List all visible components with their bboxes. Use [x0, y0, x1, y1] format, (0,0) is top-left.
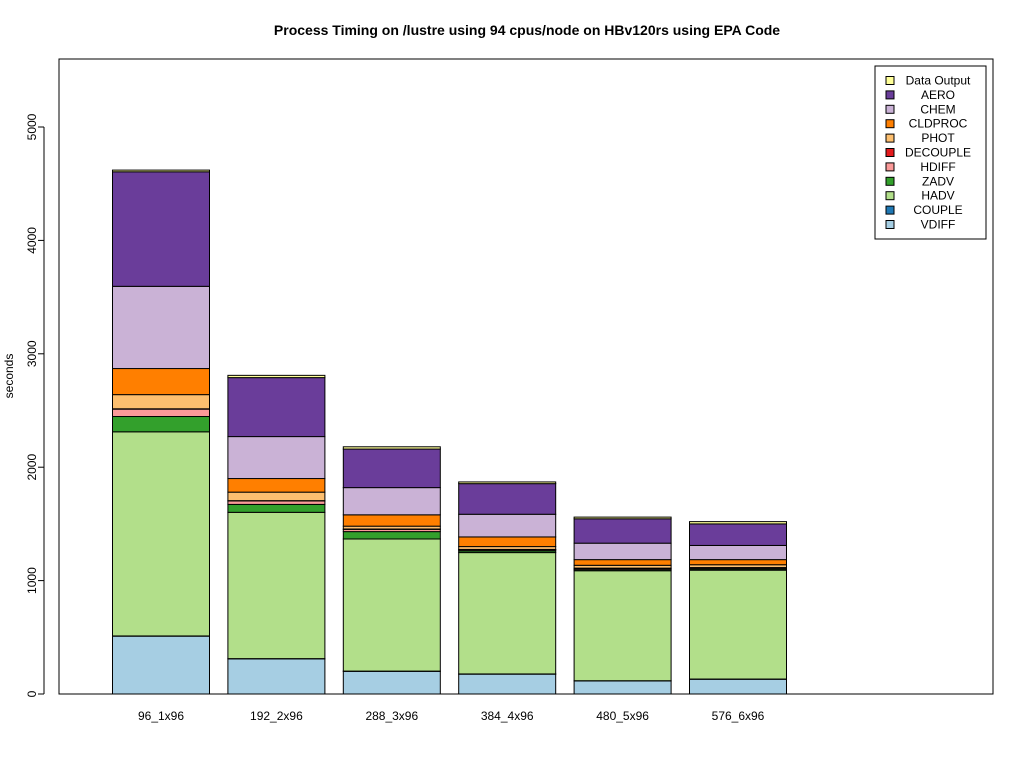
bar-segment [342, 670, 441, 695]
bar-segment [689, 559, 787, 566]
x-tick-label: 576_6x96 [712, 709, 765, 723]
bar-segment [112, 169, 210, 173]
bar-segment [227, 436, 326, 480]
bar-segment [573, 570, 672, 682]
legend-label: PHOT [921, 131, 955, 145]
x-axis-tick-labels: 96_1x96 192_2x96 288_3x96 384_4x96 480_5x96 5… [138, 709, 765, 723]
legend-label: Data Output [906, 74, 971, 88]
x-tick-label: 96_1x96 [138, 709, 184, 723]
bar-segment [112, 285, 210, 370]
bar-segment [573, 542, 672, 561]
bar-segment [112, 408, 210, 418]
y-axis: 0 1000 2000 3000 4000 5000 [25, 113, 45, 697]
bar-segment [689, 678, 787, 695]
bar-segment [112, 368, 210, 396]
bar-segment [227, 503, 326, 513]
y-tick-label: 5000 [25, 113, 39, 140]
bar-segment [458, 552, 557, 675]
chart-title: Process Timing on /lustre using 94 cpus/… [274, 22, 780, 38]
bar-segment [573, 559, 672, 566]
legend-swatch [885, 191, 895, 201]
bar-segment [227, 511, 326, 660]
bar-segment [458, 483, 557, 515]
bar-segment [689, 521, 787, 525]
legend-swatch [885, 90, 895, 100]
bar-segment [342, 538, 441, 672]
bar-segment [112, 394, 210, 410]
bar-segment [573, 680, 672, 695]
bar-segment [227, 478, 326, 493]
bar-segment [112, 171, 210, 287]
x-tick-label: 480_5x96 [596, 709, 649, 723]
bar-segment [689, 544, 787, 561]
legend-label: COUPLE [913, 203, 962, 217]
bar-segment [342, 531, 441, 540]
legend: Data OutputAEROCHEMCLDPROCPHOTDECOUPLEHD… [874, 65, 987, 240]
legend-swatch [885, 205, 895, 215]
bar-segment [342, 448, 441, 489]
legend-swatch [885, 220, 895, 229]
bar-segment [458, 536, 557, 548]
y-tick-label: 1000 [25, 567, 39, 594]
legend-label: HDIFF [920, 160, 955, 174]
bars [112, 169, 787, 695]
bar-segment [112, 635, 210, 695]
bar-segment [227, 491, 326, 502]
legend-swatch [885, 148, 895, 157]
bar-segment [227, 377, 326, 438]
bar-segment [227, 658, 326, 695]
x-tick-label: 192_2x96 [250, 709, 303, 723]
legend-label: DECOUPLE [905, 146, 971, 160]
legend-swatch [885, 133, 895, 143]
bar-segment [342, 514, 441, 527]
bar-segment [458, 513, 557, 538]
legend-label: AERO [921, 88, 955, 102]
x-tick-label: 384_4x96 [481, 709, 534, 723]
bar-segment [342, 487, 441, 516]
legend-swatch [885, 76, 895, 85]
legend-label: VDIFF [921, 218, 956, 232]
bar-segment [227, 374, 326, 379]
y-tick-label: 2000 [25, 454, 39, 481]
legend-swatch [885, 119, 895, 129]
legend-label: HADV [921, 189, 954, 203]
y-tick-label: 4000 [25, 227, 39, 254]
bar-segment [227, 500, 326, 505]
y-tick-label: 0 [25, 690, 39, 697]
bar-segment [342, 446, 441, 450]
legend-label: CHEM [920, 102, 955, 116]
y-axis-label: seconds [2, 354, 16, 399]
bar-segment [573, 518, 672, 544]
legend-swatch [885, 162, 895, 172]
legend-swatch [885, 176, 895, 186]
legend-swatch [885, 104, 895, 114]
legend-label: ZADV [922, 174, 954, 188]
bar-segment [458, 673, 557, 695]
x-tick-label: 288_3x96 [365, 709, 418, 723]
legend-label: CLDPROC [909, 117, 968, 131]
bar-segment [573, 516, 672, 520]
bar-segment [458, 481, 557, 485]
bar-segment [112, 416, 210, 433]
bar-segment [689, 523, 787, 546]
y-tick-label: 3000 [25, 340, 39, 367]
bar-segment [112, 431, 210, 637]
bar-segment [689, 569, 787, 680]
